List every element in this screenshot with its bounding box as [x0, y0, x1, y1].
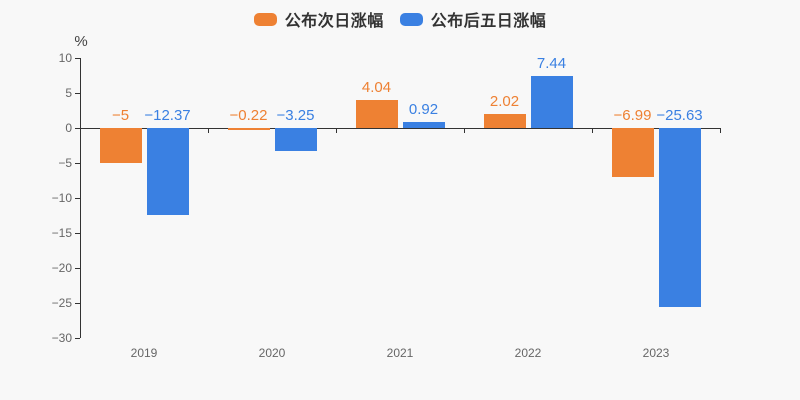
bar-2023-series0[interactable]: [611, 128, 654, 177]
bar-2022-series0[interactable]: [483, 113, 526, 128]
legend-item-five-day[interactable]: 公布后五日涨幅: [399, 7, 547, 31]
x-category-label-2019: 2019: [130, 346, 158, 360]
legend: 公布次日涨幅 公布后五日涨幅: [0, 7, 800, 31]
x-axis-zero-line: [80, 128, 720, 129]
bar-2020-series1[interactable]: [274, 128, 317, 151]
legend-swatch-orange: [253, 12, 277, 26]
y-tick-label: 0: [65, 121, 72, 135]
y-axis-tick: [75, 58, 80, 59]
value-label-2023-series0: −6.99: [613, 107, 652, 124]
x-axis-tick: [80, 128, 81, 133]
value-label-2022-series1: 7.44: [536, 54, 567, 72]
y-axis-tick: [75, 303, 80, 304]
x-axis-tick: [336, 128, 337, 133]
x-axis-tick: [592, 128, 593, 133]
y-tick-label: −10: [51, 191, 72, 205]
value-label-2021-series0: 4.04: [361, 78, 392, 96]
bar-2022-series1[interactable]: [530, 75, 573, 128]
x-axis-tick: [208, 128, 209, 133]
x-category-label-2021: 2021: [386, 346, 414, 360]
y-axis-tick: [75, 93, 80, 94]
y-tick-label: −15: [51, 226, 72, 240]
y-axis-line: [80, 58, 81, 338]
value-label-2019-series1: −12.37: [144, 107, 191, 124]
y-tick-label: 5: [65, 86, 72, 100]
x-category-label-2023: 2023: [642, 346, 670, 360]
legend-label-five-day: 公布后五日涨幅: [430, 13, 547, 30]
y-axis-tick: [75, 268, 80, 269]
value-label-2020-series1: −3.25: [276, 107, 315, 124]
bar-2023-series1[interactable]: [658, 128, 701, 308]
y-tick-label: −30: [51, 331, 72, 345]
x-category-label-2020: 2020: [258, 346, 286, 360]
y-tick-label: −20: [51, 261, 72, 275]
value-label-2019-series0: −5: [111, 107, 130, 124]
y-tick-label: 10: [58, 51, 72, 65]
bar-2021-series1[interactable]: [402, 121, 445, 128]
legend-swatch-blue: [399, 12, 423, 26]
bar-2020-series0[interactable]: [227, 128, 270, 130]
y-tick-label: −25: [51, 296, 72, 310]
y-tick-label: −5: [58, 156, 72, 170]
x-axis-tick: [720, 128, 721, 133]
bar-2021-series0[interactable]: [355, 99, 398, 128]
x-category-label-2022: 2022: [514, 346, 542, 360]
legend-label-next-day: 公布次日涨幅: [284, 13, 384, 30]
value-label-2023-series1: −25.63: [656, 107, 703, 124]
legend-item-next-day[interactable]: 公布次日涨幅: [253, 7, 384, 31]
value-label-2020-series0: −0.22: [229, 107, 268, 124]
value-label-2021-series1: 0.92: [408, 100, 439, 118]
y-axis-tick: [75, 128, 80, 129]
bar-2019-series0[interactable]: [99, 128, 142, 163]
y-axis-tick: [75, 233, 80, 234]
value-label-2022-series0: 2.02: [489, 92, 520, 110]
bar-2019-series1[interactable]: [146, 128, 189, 215]
y-axis-unit-label: %: [74, 33, 88, 50]
y-axis-tick: [75, 198, 80, 199]
y-axis-tick: [75, 338, 80, 339]
x-axis-tick: [464, 128, 465, 133]
y-axis-tick: [75, 163, 80, 164]
